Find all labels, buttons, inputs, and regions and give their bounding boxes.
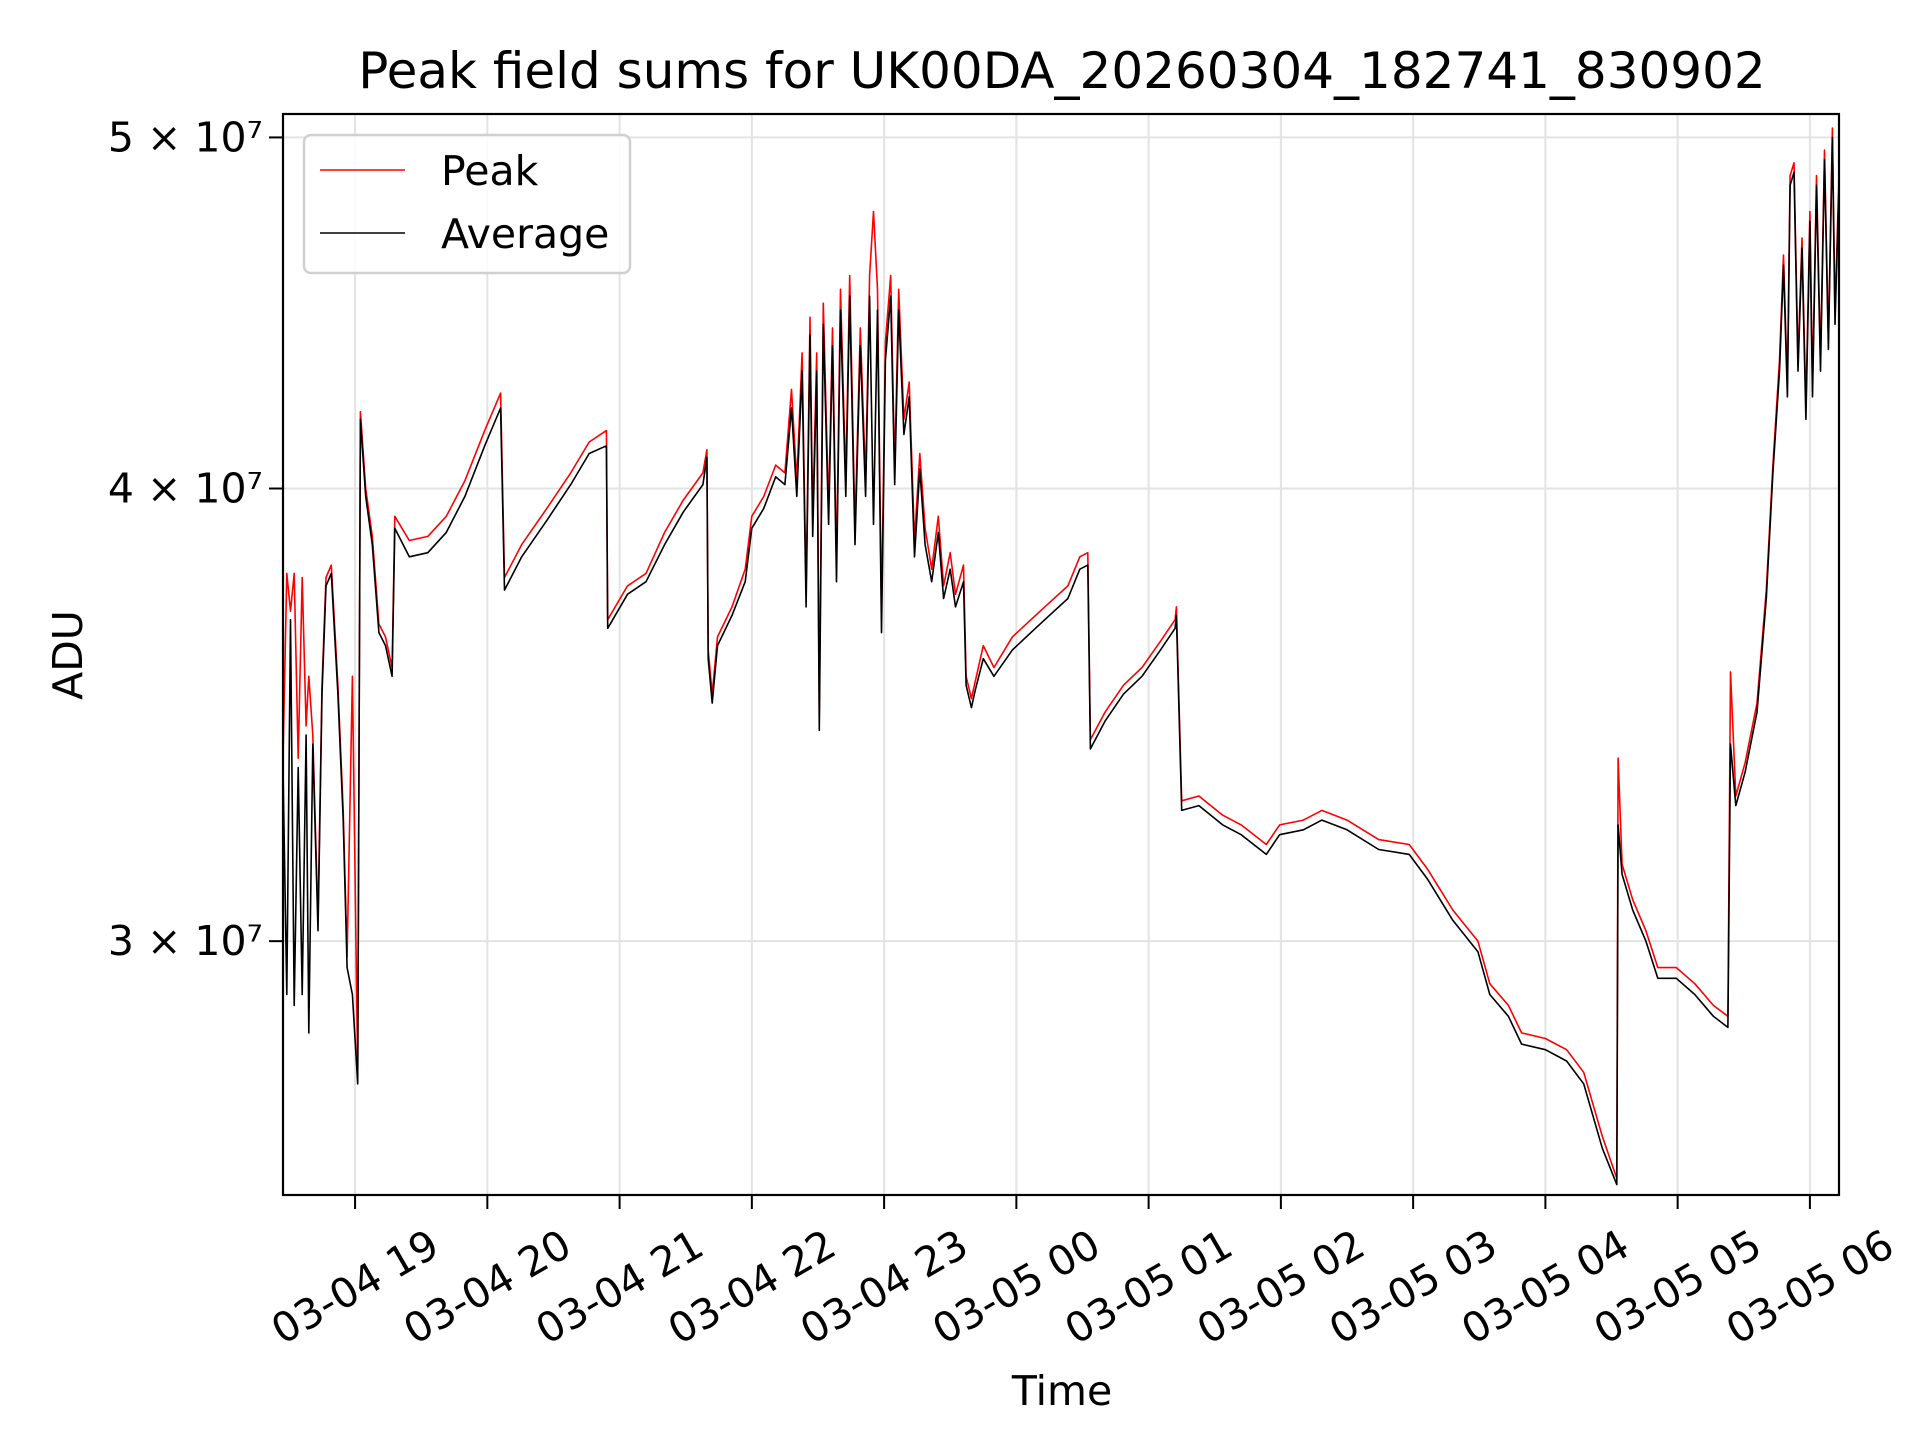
y-tick-label: 3 × 10⁷ — [108, 917, 263, 965]
legend: Peak Average — [302, 133, 632, 275]
x-axis-label: Time — [1011, 1367, 1112, 1415]
series-line-average — [283, 136, 1839, 1186]
y-tick-label: 4 × 10⁷ — [108, 465, 263, 513]
y-axis-label: ADU — [44, 610, 92, 700]
series-lines — [283, 127, 1839, 1186]
legend-label-peak: Peak — [441, 147, 539, 195]
legend-label-average: Average — [441, 210, 609, 258]
plot-frame — [281, 112, 1841, 1197]
y-tick-label: 5 × 10⁷ — [108, 113, 263, 161]
gridlines — [283, 114, 1839, 1195]
y-axis: 5 × 10⁷ 4 × 10⁷ 3 × 10⁷ — [108, 113, 283, 965]
chart-title: Peak field sums for UK00DA_20260304_1827… — [358, 42, 1766, 100]
